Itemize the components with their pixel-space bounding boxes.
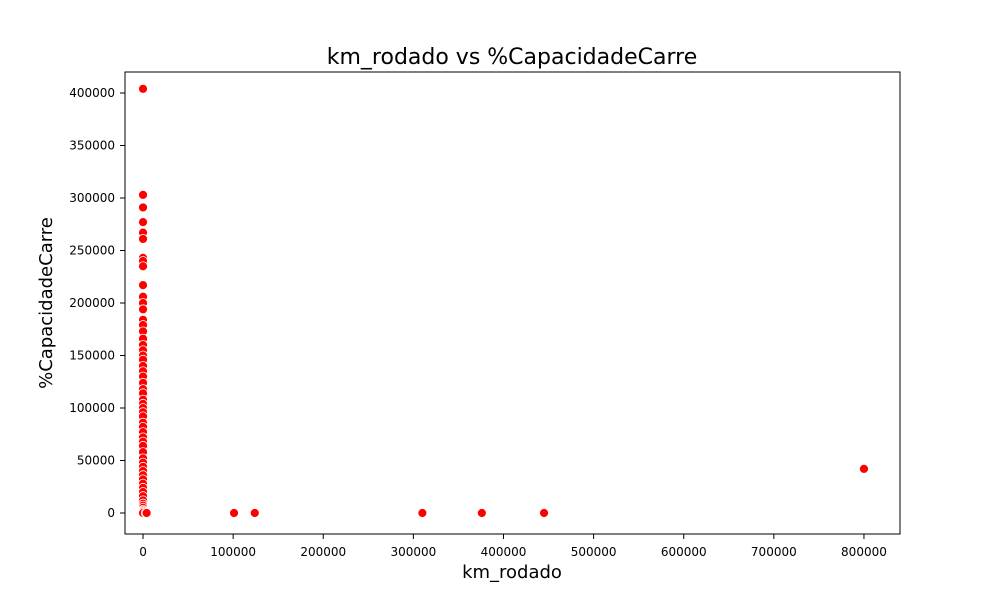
scatter-point xyxy=(138,234,148,244)
x-tick-label: 200000 xyxy=(300,545,346,559)
scatter-point xyxy=(229,508,239,518)
y-tick-label: 0 xyxy=(107,506,115,520)
scatter-point xyxy=(138,280,148,291)
scatter-points xyxy=(138,83,869,518)
scatter-point xyxy=(417,508,428,518)
y-tick-label: 350000 xyxy=(69,139,115,153)
plot-area xyxy=(124,71,901,535)
scatter-point xyxy=(138,217,148,228)
y-tick-label: 150000 xyxy=(69,349,115,363)
x-axis: 0 100000 200000 300000 400000 500000 600000 700… xyxy=(139,534,887,559)
y-tick-label: 100000 xyxy=(69,401,115,415)
scatter-point xyxy=(249,508,260,518)
scatter-point xyxy=(138,189,148,200)
x-tick-label: 100000 xyxy=(210,545,256,559)
scatter-point xyxy=(539,508,549,518)
x-tick-label: 400000 xyxy=(481,545,527,559)
y-axis: 0 50000 100000 150000 200000 250000 300000 3500… xyxy=(69,86,125,520)
x-tick-label: 0 xyxy=(139,545,147,559)
x-tick-label: 700000 xyxy=(751,545,797,559)
x-tick-label: 500000 xyxy=(571,545,617,559)
x-tick-label: 300000 xyxy=(390,545,436,559)
scatter-point xyxy=(138,304,148,315)
y-tick-label: 400000 xyxy=(69,86,115,100)
scatter-point xyxy=(141,508,152,518)
scatter-point xyxy=(859,463,869,474)
y-tick-label: 200000 xyxy=(69,296,115,310)
y-tick-label: 50000 xyxy=(77,454,115,468)
scatter-point xyxy=(138,83,148,94)
x-axis-label: km_rodado xyxy=(462,562,562,583)
scatter-point xyxy=(138,261,148,272)
x-tick-label: 800000 xyxy=(841,545,887,559)
y-tick-label: 250000 xyxy=(69,244,115,258)
scatter-point xyxy=(476,508,487,518)
y-axis-label: %CapacidadeCarre xyxy=(36,217,57,389)
chart-title: km_rodado vs %CapacidadeCarre xyxy=(327,45,697,70)
scatter-point xyxy=(138,202,148,213)
y-tick-label: 300000 xyxy=(69,191,115,205)
x-tick-label: 600000 xyxy=(661,545,707,559)
